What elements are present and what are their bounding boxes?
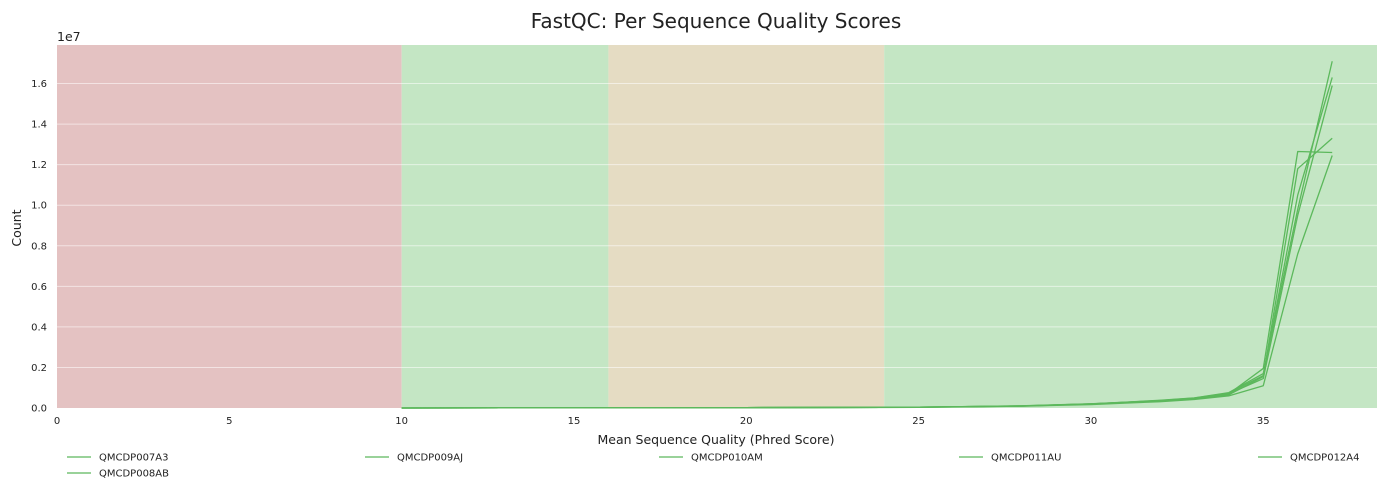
x-tick-label: 0 xyxy=(54,416,60,427)
grid-lines xyxy=(57,83,1377,368)
legend-label-QMCDP012A4: QMCDP012A4 xyxy=(1290,453,1360,464)
legend-label-QMCDP008AB: QMCDP008AB xyxy=(99,469,169,480)
series-lines xyxy=(401,61,1333,409)
x-tick-label: 30 xyxy=(1085,416,1098,427)
y-tick-label: 0.2 xyxy=(31,363,47,374)
y-tick-label: 1.6 xyxy=(31,79,47,90)
legend-label-QMCDP011AU: QMCDP011AU xyxy=(991,453,1061,464)
x-axis-ticks: 0 5 10 15 20 25 30 35 xyxy=(54,416,1270,427)
y-tick-label: 1.0 xyxy=(31,201,47,212)
y-axis-ticks: 0.0 0.2 0.4 0.6 0.8 1.0 1.2 1.4 1.6 xyxy=(31,79,47,414)
series-line-QMCDP012A4 xyxy=(401,85,1333,409)
x-tick-label: 10 xyxy=(395,416,408,427)
x-tick-label: 15 xyxy=(568,416,581,427)
legend-label-QMCDP010AM: QMCDP010AM xyxy=(691,453,763,464)
quality-zone-3 xyxy=(884,45,1377,408)
y-tick-label: 0.6 xyxy=(31,282,47,293)
legend-label-QMCDP009AJ: QMCDP009AJ xyxy=(397,453,463,464)
x-tick-label: 35 xyxy=(1257,416,1270,427)
x-tick-label: 20 xyxy=(740,416,753,427)
legend: QMCDP007A3 QMCDP008AB QMCDP009AJ QMCDP010AM… xyxy=(67,453,1360,480)
x-tick-label: 5 xyxy=(226,416,232,427)
y-tick-label: 1.4 xyxy=(31,120,47,131)
y-tick-label: 0.4 xyxy=(31,322,47,333)
quality-zones xyxy=(57,45,1377,408)
x-axis-label: Mean Sequence Quality (Phred Score) xyxy=(598,432,835,447)
y-axis-exponent: 1e7 xyxy=(57,29,81,44)
y-tick-label: 0.0 xyxy=(31,404,47,415)
y-tick-label: 1.2 xyxy=(31,160,47,171)
quality-zone-1 xyxy=(401,45,609,408)
quality-zone-2 xyxy=(608,45,885,408)
y-tick-label: 0.8 xyxy=(31,241,47,252)
chart-title: FastQC: Per Sequence Quality Scores xyxy=(531,9,902,33)
legend-label-QMCDP007A3: QMCDP007A3 xyxy=(99,453,169,464)
x-tick-label: 25 xyxy=(912,416,925,427)
quality-zone-0 xyxy=(57,45,402,408)
y-axis-label: Count xyxy=(9,209,24,246)
